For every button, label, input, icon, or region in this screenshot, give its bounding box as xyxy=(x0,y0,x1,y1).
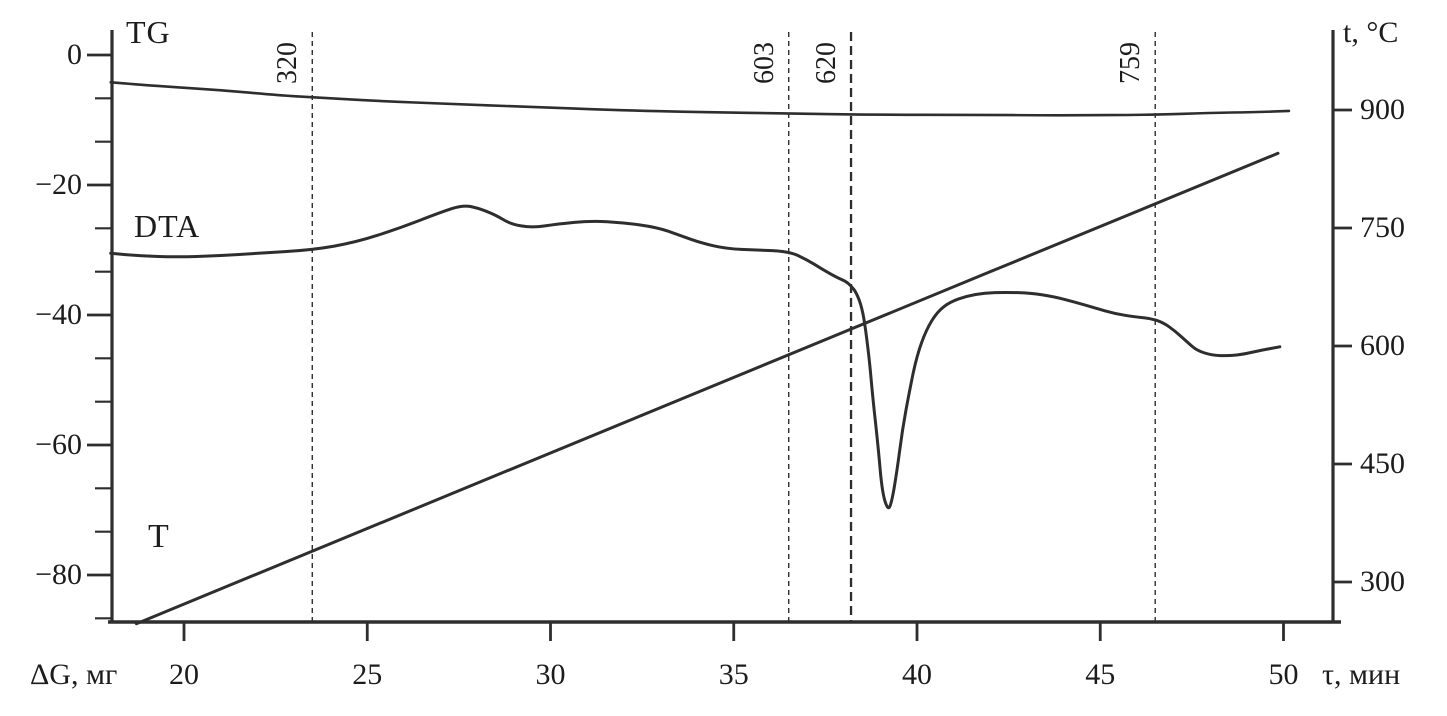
y-left-tick-label: −80 xyxy=(35,558,82,591)
x-axis-unit-label: τ, мин xyxy=(1322,658,1401,691)
event-temp-label: 759 xyxy=(1115,42,1147,84)
left-axis-unit-label: ΔG, мг xyxy=(30,658,118,691)
right-axis-unit-label: t, °C xyxy=(1343,16,1399,49)
dta-curve xyxy=(109,204,1282,510)
event-temp-label: 603 xyxy=(748,42,780,84)
x-tick-label: 20 xyxy=(169,658,199,691)
t-curve xyxy=(134,151,1280,626)
t-curve-label: T xyxy=(148,518,170,555)
event-temp-label: 320 xyxy=(272,42,304,84)
y-right-tick-label: 750 xyxy=(1360,211,1405,244)
y-left-tick-label: −40 xyxy=(35,298,82,331)
y-right-tick-label: 600 xyxy=(1360,329,1405,362)
y-right-tick-label: 900 xyxy=(1360,93,1405,126)
x-tick-label: 50 xyxy=(1268,658,1299,691)
y-left-tick-label: −60 xyxy=(35,428,82,461)
x-tick-label: 45 xyxy=(1085,658,1116,691)
event-temp-label: 620 xyxy=(811,42,843,84)
y-left-tick-label: −20 xyxy=(35,168,82,201)
x-tick-label: 35 xyxy=(718,658,749,691)
x-tick-label: 30 xyxy=(535,658,566,691)
y-right-tick-label: 300 xyxy=(1360,565,1405,598)
tg-curve-label: TG xyxy=(126,14,171,50)
y-right-tick-label: 450 xyxy=(1360,447,1405,480)
x-tick-label: 40 xyxy=(902,658,932,691)
tg-curve xyxy=(109,81,1291,117)
y-left-tick-label: 0 xyxy=(67,38,82,71)
x-tick-label: 25 xyxy=(352,658,383,691)
dta-curve-label: DTA xyxy=(134,208,201,244)
